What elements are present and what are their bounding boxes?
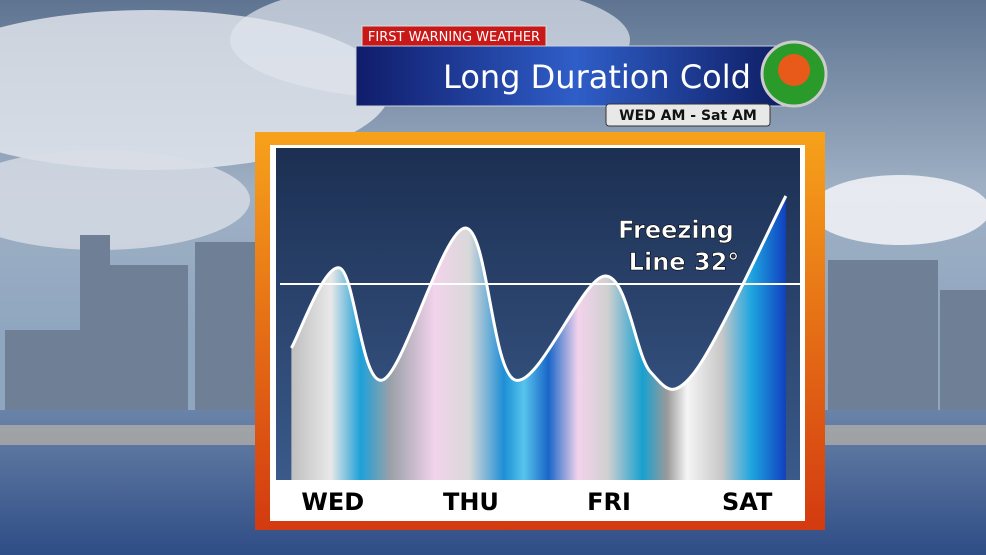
skyline	[5, 235, 986, 420]
reference-label: Line 32°	[629, 248, 740, 276]
title: Long Duration Cold	[443, 58, 751, 96]
logo-tree	[778, 54, 810, 86]
x-tick-label: WED	[301, 488, 364, 516]
subtitle-box	[605, 103, 771, 127]
cloud	[0, 150, 250, 250]
subtitle: WED AM - Sat AM	[619, 108, 757, 124]
x-tick-label: THU	[443, 488, 499, 516]
temperature-area	[291, 196, 786, 480]
badge: FIRST WARNING WEATHER	[368, 30, 540, 45]
x-tick-label: FRI	[587, 488, 631, 516]
temperature-line	[290, 195, 788, 391]
title-banner	[355, 45, 797, 107]
cloud	[810, 175, 986, 245]
x-tick-label: SAT	[722, 488, 773, 516]
reference-label: Freezing	[618, 216, 734, 244]
